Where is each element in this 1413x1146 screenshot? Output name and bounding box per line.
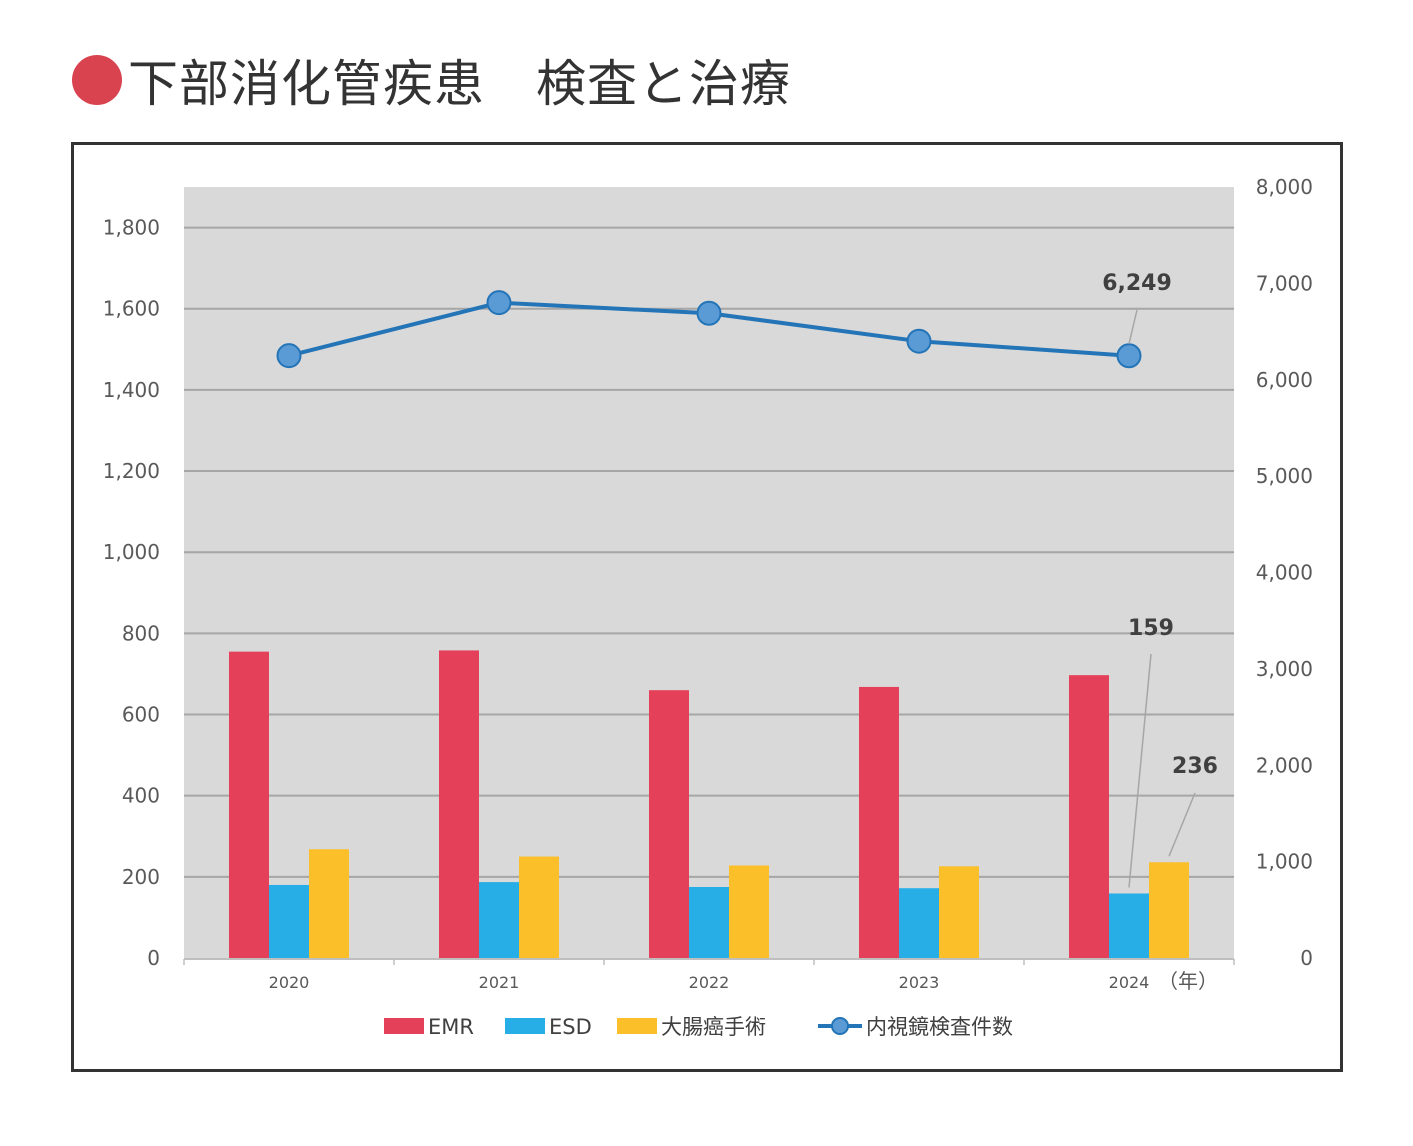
bar-esd <box>479 882 519 958</box>
bar-surgery <box>1149 862 1189 958</box>
page-title: 下部消化管疾患 検査と治療 <box>128 55 791 113</box>
bar-esd <box>1109 893 1149 958</box>
annotation-leader <box>1128 309 1138 344</box>
legend-label: EMR <box>428 1015 474 1039</box>
y-left-tick-label: 0 <box>147 946 160 970</box>
data-label: 6,249 <box>1102 271 1172 296</box>
bar-esd <box>689 886 729 958</box>
x-tick-label: 2021 <box>479 973 520 992</box>
bar-emr <box>229 651 269 958</box>
annotation-leader <box>1168 792 1196 857</box>
y-right-tick-label: 8,000 <box>1256 175 1313 199</box>
line-marker <box>276 343 302 369</box>
y-left-tick-label: 800 <box>122 621 160 645</box>
bar-emr <box>1069 675 1109 958</box>
data-label: 159 <box>1128 616 1174 641</box>
y-right-tick-label: 2,000 <box>1256 753 1313 777</box>
data-label: 236 <box>1172 754 1218 779</box>
line-marker <box>486 290 512 316</box>
line-marker <box>906 328 932 354</box>
legend-swatch-marker <box>831 1017 849 1035</box>
legend-label: ESD <box>549 1015 592 1039</box>
x-tick-label: 2023 <box>899 973 940 992</box>
y-left-tick-label: 1,800 <box>103 216 160 240</box>
page-title-row: 下部消化管疾患 検査と治療 <box>72 40 791 120</box>
bar-surgery <box>939 866 979 958</box>
annotation-leader <box>1128 653 1152 888</box>
legend-swatch <box>617 1018 657 1034</box>
legend-label: 大腸癌手術 <box>661 1015 766 1039</box>
y-left-tick-label: 1,400 <box>103 378 160 402</box>
y-left-tick-label: 1,600 <box>103 297 160 321</box>
bar-surgery <box>309 849 349 958</box>
y-left-tick-label: 400 <box>122 784 160 808</box>
y-left-tick-label: 200 <box>122 865 160 889</box>
x-tick-label: 2020 <box>269 973 310 992</box>
y-right-tick-label: 7,000 <box>1256 271 1313 295</box>
y-right-tick-label: 1,000 <box>1256 850 1313 874</box>
bar-surgery <box>729 865 769 958</box>
x-tick-label: 2022 <box>689 973 730 992</box>
bar-emr <box>439 650 479 958</box>
y-left-tick-label: 1,000 <box>103 540 160 564</box>
title-bullet-icon <box>72 55 122 105</box>
x-axis-unit: （年） <box>1158 969 1218 993</box>
bar-esd <box>269 884 309 958</box>
bar-esd <box>899 888 939 958</box>
y-left-tick-label: 600 <box>122 703 160 727</box>
x-tick-label: 2024 <box>1109 973 1150 992</box>
bar-emr <box>649 690 689 958</box>
y-right-tick-label: 5,000 <box>1256 464 1313 488</box>
y-right-tick-label: 4,000 <box>1256 561 1313 585</box>
bar-emr <box>859 686 899 958</box>
y-right-tick-label: 3,000 <box>1256 657 1313 681</box>
legend-swatch <box>384 1018 424 1034</box>
legend-swatch <box>505 1018 545 1034</box>
y-right-tick-label: 0 <box>1300 946 1313 970</box>
y-left-tick-label: 1,200 <box>103 459 160 483</box>
line-marker <box>696 300 722 326</box>
line-marker <box>1116 343 1142 369</box>
bar-surgery <box>519 856 559 958</box>
legend-label: 内視鏡検査件数 <box>866 1015 1013 1039</box>
y-right-tick-label: 6,000 <box>1256 368 1313 392</box>
